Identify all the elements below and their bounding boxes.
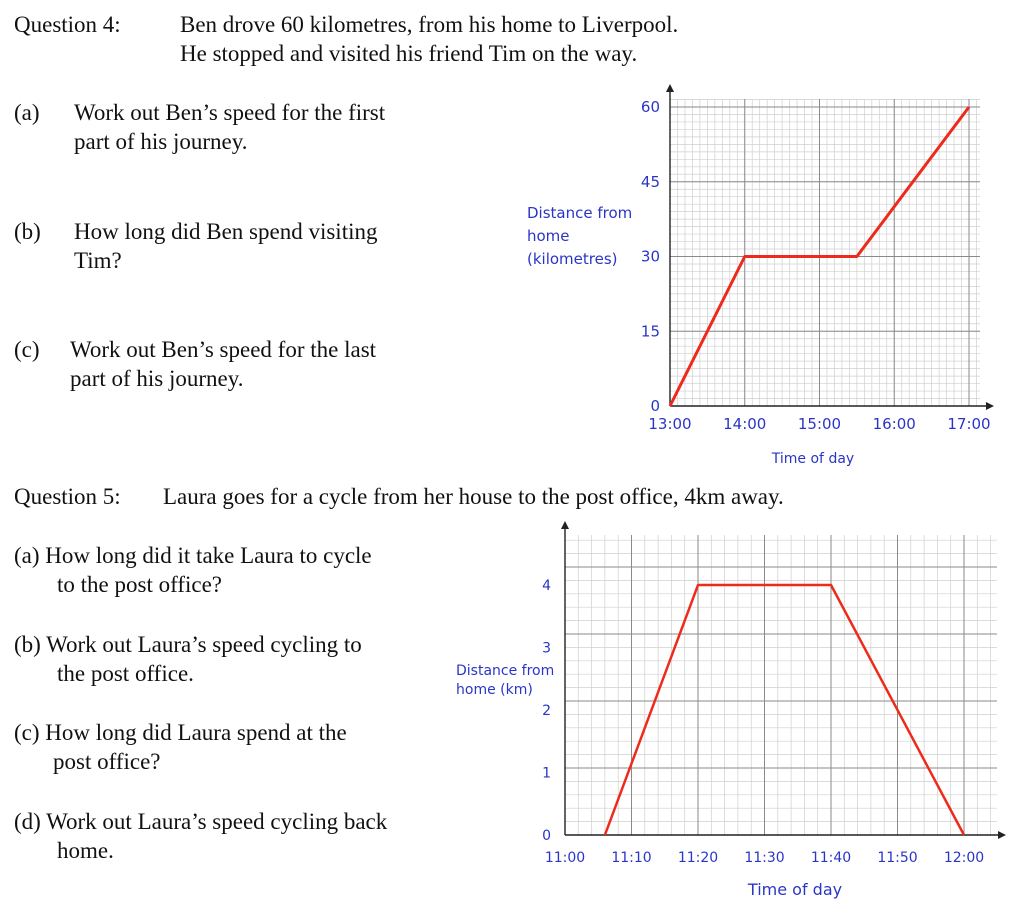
q4-c-text-2: part of his journey. <box>70 366 244 391</box>
y-tick-label: 0 <box>542 828 551 844</box>
q4-axes <box>666 84 994 410</box>
q5-tick-labels: 11:00 11:10 11:20 11:30 11:40 11:50 12:00 0 1 2 3 4 <box>542 578 984 866</box>
q4-distance-time-graph: 13:00 14:00 15:00 16:00 17:00 0 15 30 45 60 Dista… <box>527 84 994 467</box>
q5-intro: Laura goes for a cycle from her house to… <box>163 484 784 509</box>
x-tick-label: 12:00 <box>944 850 984 866</box>
y-tick-label: 2 <box>542 703 551 719</box>
y-tick-label: 30 <box>641 248 660 266</box>
q4-c-text-1: Work out Ben’s speed for the last <box>70 337 377 362</box>
q5-journey-line <box>603 583 966 836</box>
x-tick-label: 11:30 <box>744 850 784 866</box>
x-axis-arrow <box>998 831 1006 839</box>
y-axis-arrow <box>561 521 569 529</box>
q5-a-text-1: (a) How long did it take Laura to cycle <box>14 543 372 568</box>
q5-y-axis-label: Distance from home (km) <box>456 663 554 698</box>
q4-heading: Question 4: <box>14 12 121 37</box>
x-tick-label: 17:00 <box>947 415 990 433</box>
y-tick-label: 60 <box>641 98 660 116</box>
q4-grid <box>669 99 980 407</box>
x-axis-arrow <box>986 402 994 410</box>
q4-c-label: (c) <box>14 337 40 362</box>
y-axis-label-line: home (km) <box>456 682 533 698</box>
x-tick-label: 15:00 <box>798 415 841 433</box>
x-tick-label: 16:00 <box>873 415 916 433</box>
q5-heading: Question 5: <box>14 484 121 509</box>
q4-intro-line-1: Ben drove 60 kilometres, from his home t… <box>180 12 679 37</box>
q5-b-text-2: the post office. <box>57 661 194 686</box>
x-tick-label: 14:00 <box>723 415 766 433</box>
q5-distance-time-graph: 11:00 11:10 11:20 11:30 11:40 11:50 12:00 0 1 2 3 4… <box>456 521 1006 899</box>
q4-y-axis-label: Distance from home (kilometres) <box>527 204 632 268</box>
q4-b-text-1: How long did Ben spend visiting <box>74 219 378 244</box>
y-tick-label: 1 <box>542 766 551 782</box>
q5-grid <box>564 535 997 836</box>
x-tick-label: 11:00 <box>545 850 585 866</box>
q5-axes <box>561 521 1006 839</box>
y-tick-label: 4 <box>542 578 551 594</box>
q5-c-text-1: (c) How long did Laura spend at the <box>14 720 347 745</box>
q4-intro-line-2: He stopped and visited his friend Tim on… <box>180 41 638 66</box>
q5-x-axis-label: Time of day <box>747 880 842 899</box>
q4-x-axis-label: Time of day <box>771 451 854 467</box>
q4-b-label: (b) <box>14 219 41 244</box>
q5-b-text-1: (b) Work out Laura’s speed cycling to <box>14 632 362 657</box>
q4-journey-line <box>668 106 971 407</box>
q5-a-text-2: to the post office? <box>57 572 222 597</box>
y-axis-arrow <box>666 84 674 92</box>
x-tick-label: 13:00 <box>648 415 691 433</box>
y-axis-label-line: Distance from <box>527 204 632 222</box>
q5-d-text-2: home. <box>57 838 114 863</box>
y-axis-label-line: home <box>527 227 570 245</box>
x-tick-label: 11:10 <box>611 850 651 866</box>
q5-c-text-2: post office? <box>53 749 161 774</box>
x-tick-label: 11:50 <box>877 850 917 866</box>
q4-b-text-2: Tim? <box>74 248 122 273</box>
x-tick-label: 11:40 <box>811 850 851 866</box>
y-tick-label: 15 <box>641 322 660 340</box>
q5-d-text-1: (d) Work out Laura’s speed cycling back <box>14 809 388 834</box>
q4-a-text-1: Work out Ben’s speed for the first <box>74 100 386 125</box>
y-tick-label: 3 <box>542 641 551 657</box>
y-axis-label-line: Distance from <box>456 663 554 679</box>
x-tick-label: 11:20 <box>678 850 718 866</box>
q4-a-label: (a) <box>14 100 40 125</box>
q4-a-text-2: part of his journey. <box>74 129 248 154</box>
y-tick-label: 0 <box>650 397 660 415</box>
y-tick-label: 45 <box>641 173 660 191</box>
y-axis-label-line: (kilometres) <box>527 250 618 268</box>
q4-tick-labels: 13:00 14:00 15:00 16:00 17:00 0 15 30 45 60 <box>641 98 991 433</box>
